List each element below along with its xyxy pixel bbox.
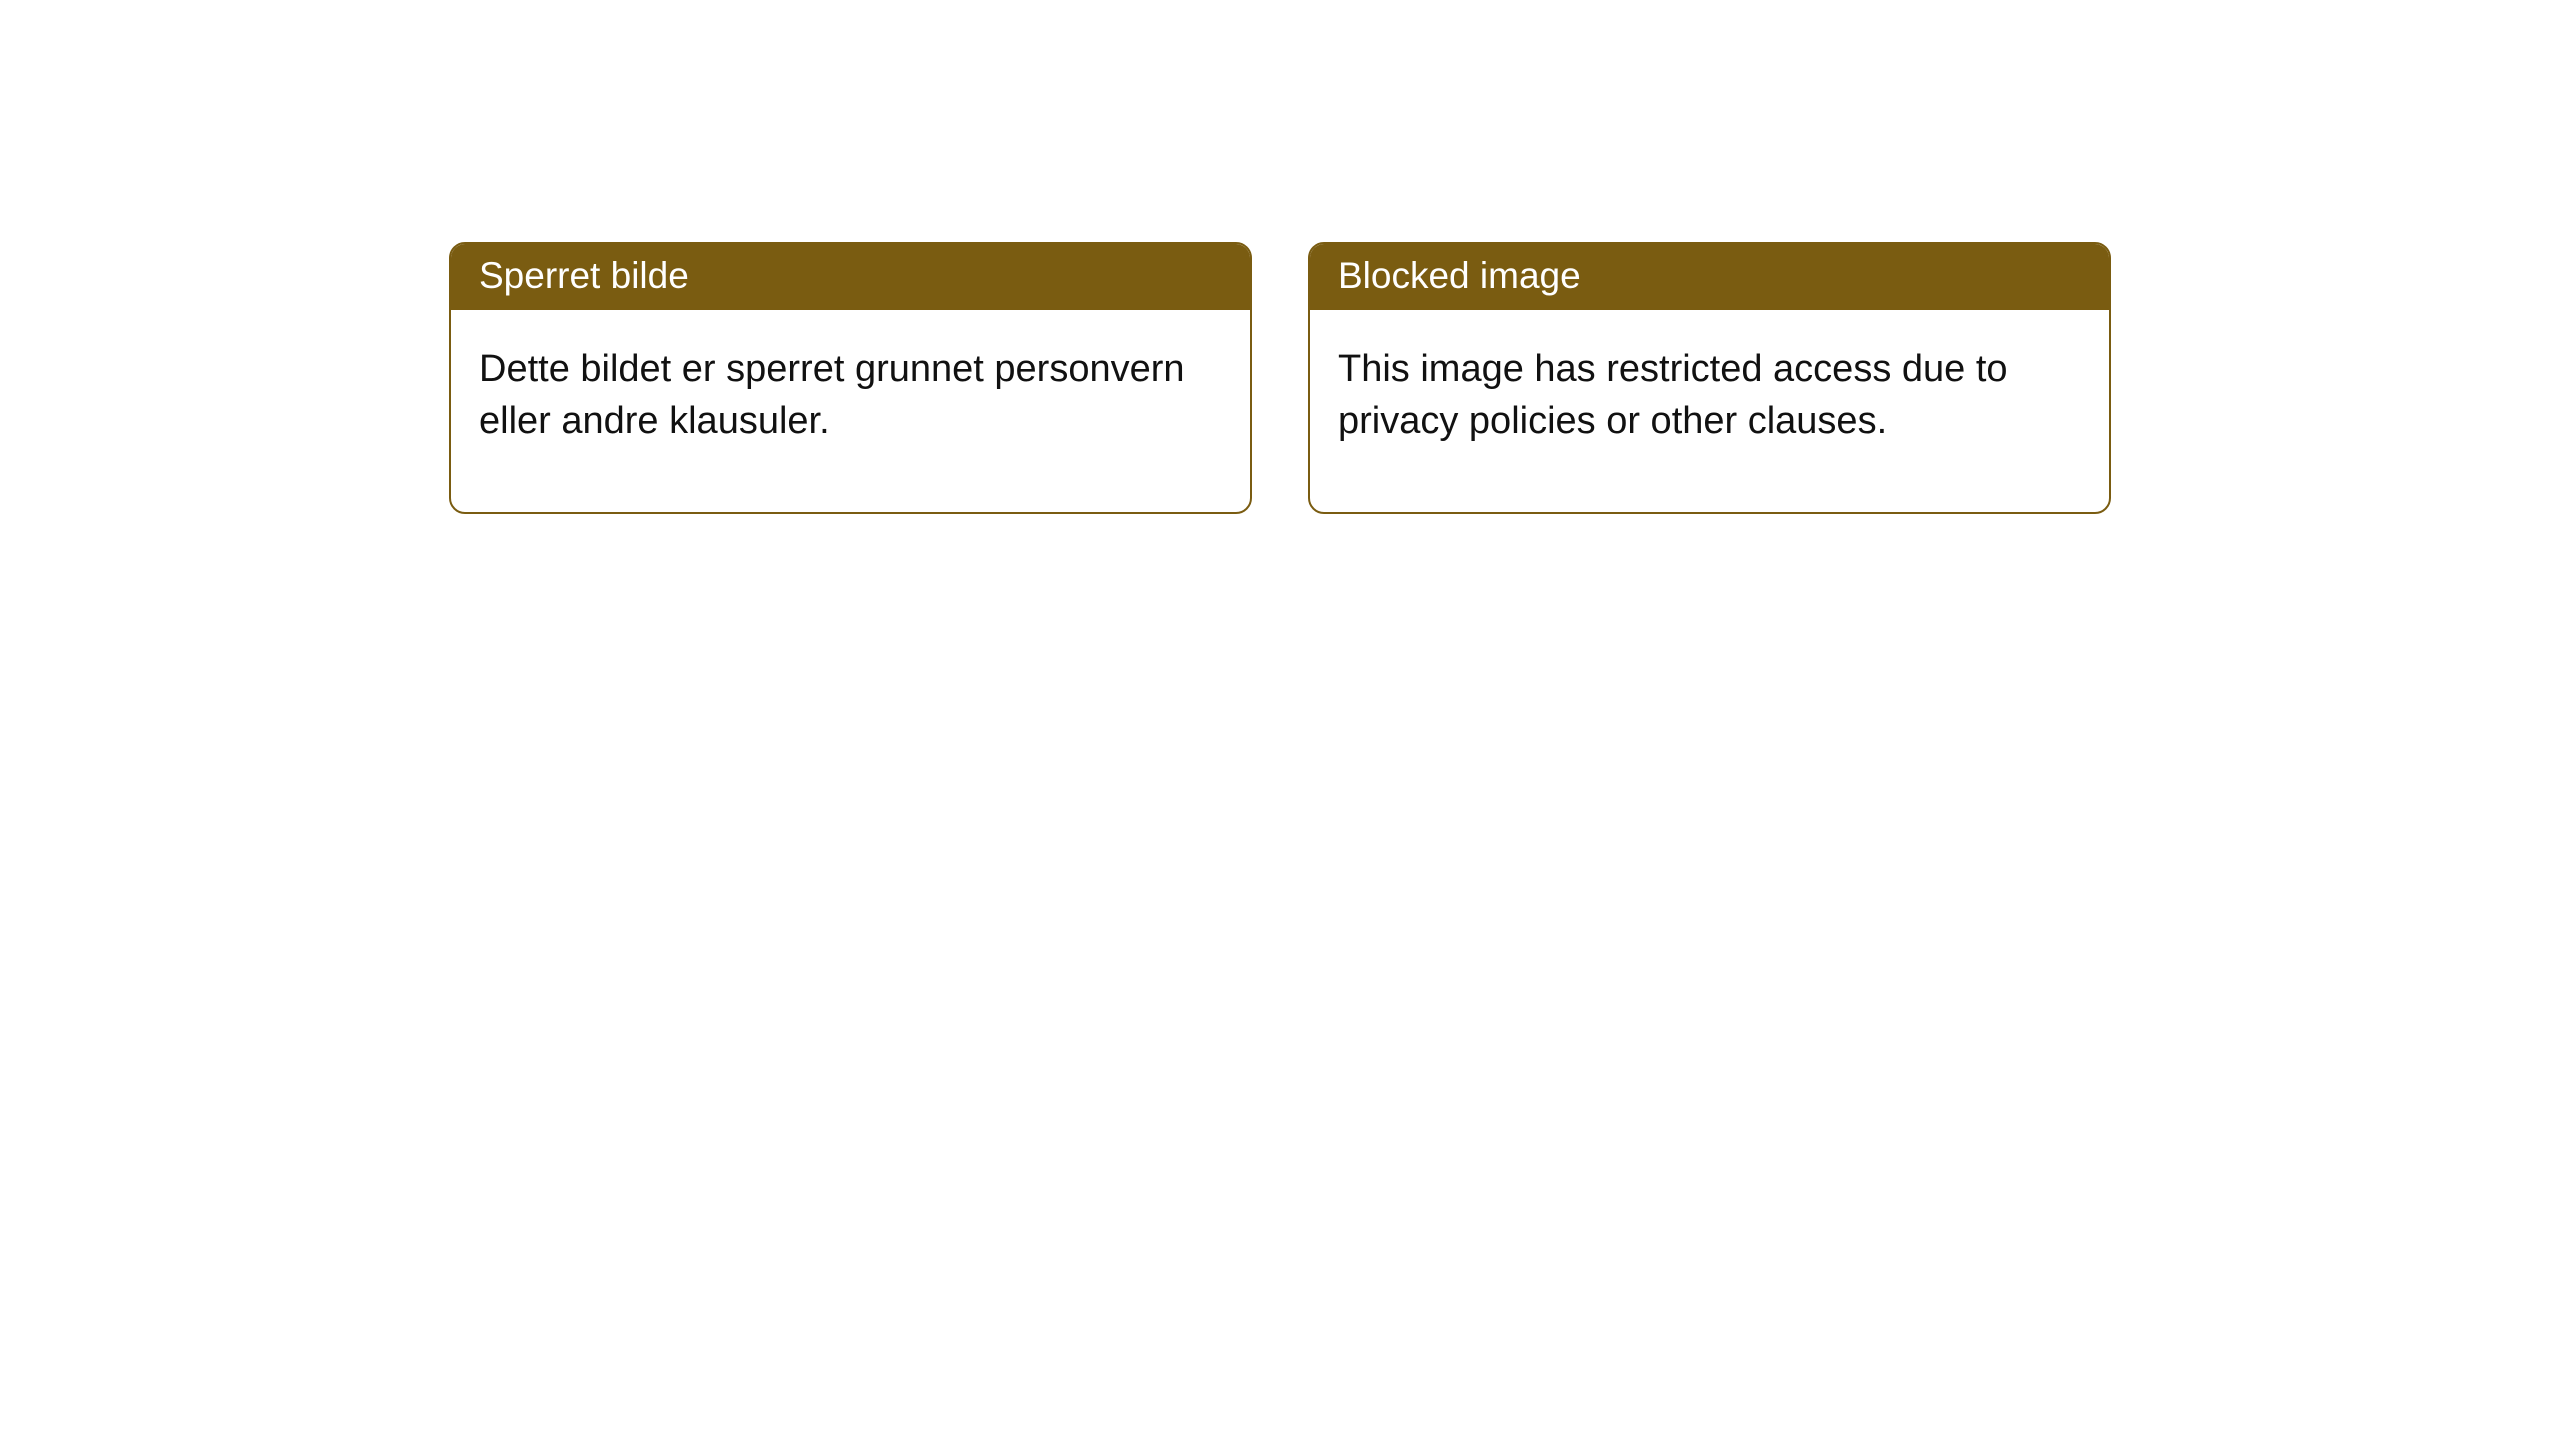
notice-title-no: Sperret bilde <box>451 244 1250 310</box>
notice-body-no: Dette bildet er sperret grunnet personve… <box>451 310 1250 511</box>
notice-card-en: Blocked image This image has restricted … <box>1308 242 2111 514</box>
notice-body-en: This image has restricted access due to … <box>1310 310 2109 511</box>
notice-container: Sperret bilde Dette bildet er sperret gr… <box>449 242 2111 514</box>
notice-card-no: Sperret bilde Dette bildet er sperret gr… <box>449 242 1252 514</box>
notice-title-en: Blocked image <box>1310 244 2109 310</box>
